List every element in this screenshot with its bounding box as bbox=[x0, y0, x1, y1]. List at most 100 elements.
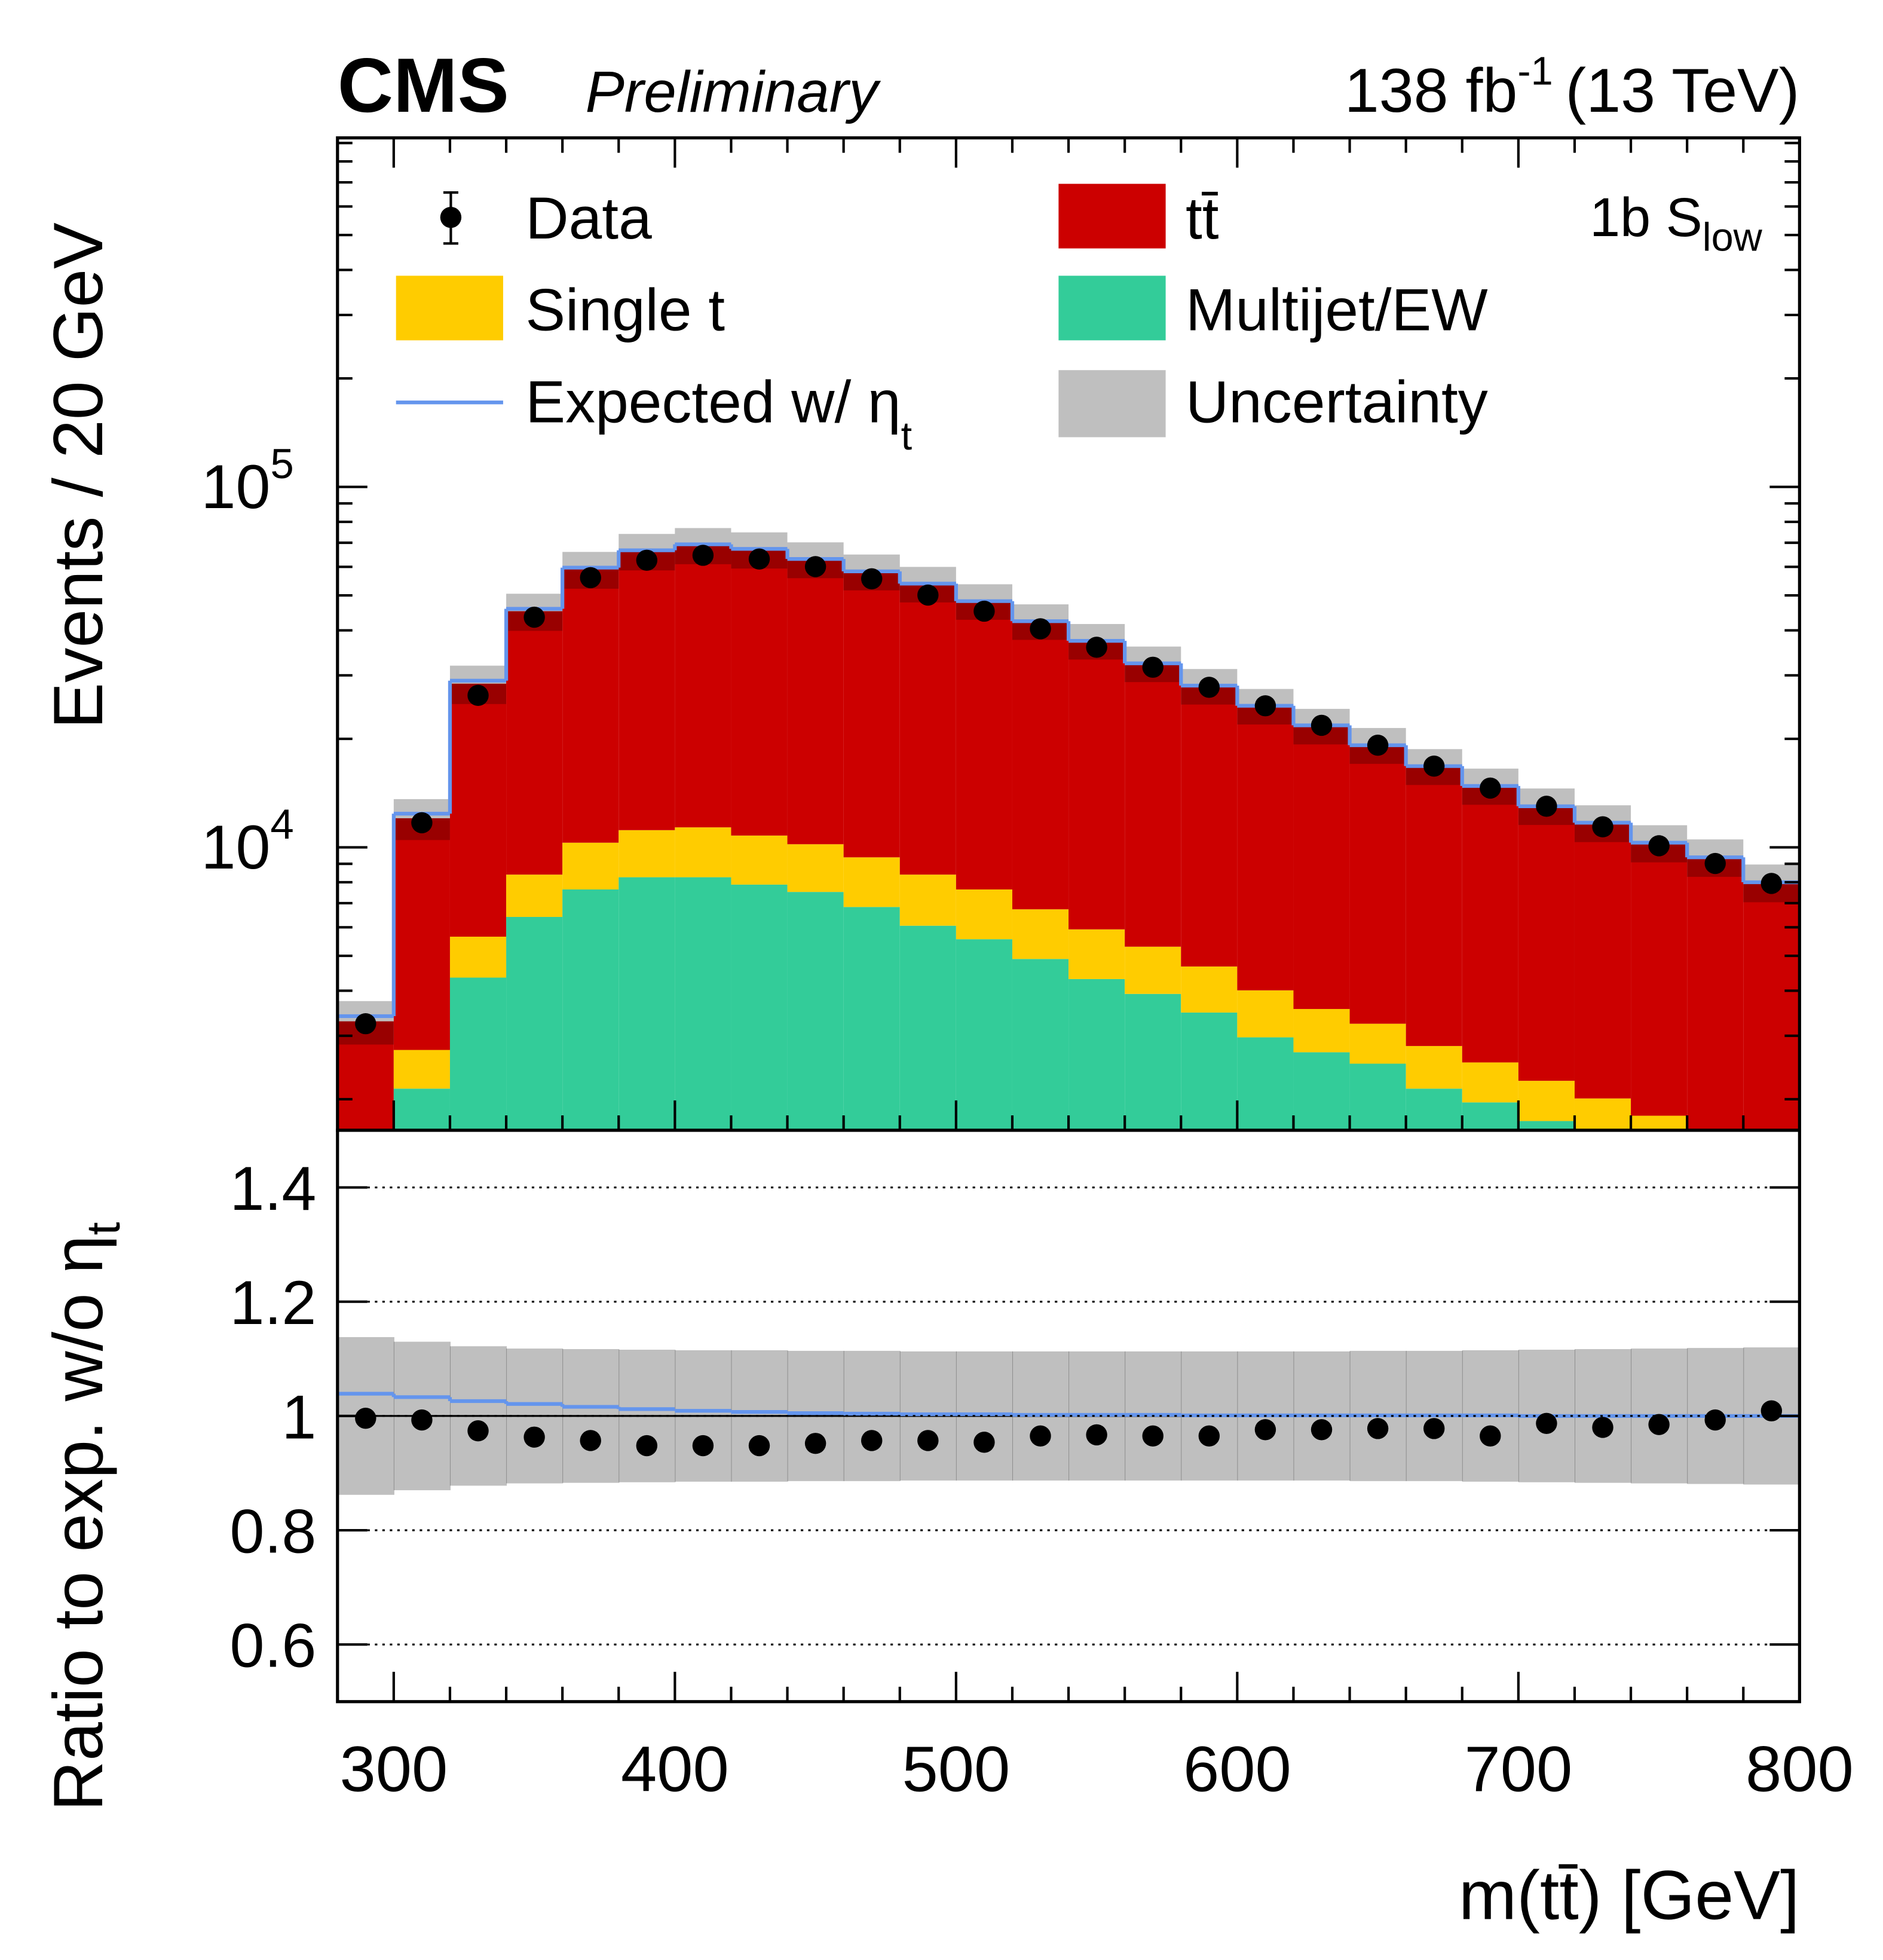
data-point bbox=[467, 684, 489, 706]
y-tick-exponent: 5 bbox=[270, 440, 293, 487]
legend-label: Expected w/ ηt bbox=[525, 369, 912, 459]
stack-bar bbox=[1406, 1088, 1462, 1130]
data-point bbox=[523, 606, 545, 628]
stack-bar bbox=[1068, 929, 1125, 979]
stack-bar bbox=[1237, 705, 1294, 990]
stack-bar bbox=[1181, 966, 1238, 1013]
ratio-data-point bbox=[411, 1409, 433, 1431]
ratio-data-point bbox=[1480, 1425, 1501, 1447]
stack-bar bbox=[562, 842, 619, 890]
stack-bar bbox=[843, 571, 900, 858]
stack-bar bbox=[787, 892, 844, 1130]
legend-swatch bbox=[1058, 370, 1166, 438]
legend-label: tt̄ bbox=[1186, 185, 1219, 252]
ratio-data-point bbox=[1704, 1409, 1726, 1431]
ratio-data-point bbox=[804, 1433, 826, 1454]
stack-bar bbox=[1012, 621, 1069, 910]
data-point bbox=[1760, 873, 1783, 894]
stack-bar bbox=[1125, 993, 1181, 1130]
y-tick-exponent: 4 bbox=[270, 800, 293, 848]
stack-bar bbox=[449, 683, 507, 937]
stack-bar bbox=[1743, 882, 1800, 1130]
stack-bar bbox=[1574, 1098, 1631, 1130]
region-label: 1b Slow bbox=[1590, 187, 1763, 260]
lumi-label: 138 fb-1 (13 TeV) bbox=[1345, 49, 1800, 126]
stack-bar bbox=[899, 874, 956, 926]
legend-label-text: Expected w/ η bbox=[525, 369, 901, 436]
stack-bar bbox=[449, 937, 507, 978]
ratio-data-point bbox=[1086, 1424, 1107, 1446]
stack-bar bbox=[506, 874, 563, 917]
ratio-data-point bbox=[917, 1430, 939, 1451]
data-point bbox=[1254, 695, 1276, 717]
ratio-data-point bbox=[1423, 1418, 1445, 1439]
y-tick-label: 0.8 bbox=[229, 1497, 316, 1567]
data-point bbox=[861, 568, 883, 589]
ratio-data-point bbox=[636, 1435, 658, 1457]
data-point bbox=[1592, 816, 1613, 837]
stack-bar bbox=[787, 559, 844, 845]
stack-bar bbox=[1068, 640, 1125, 929]
stack-bar bbox=[1181, 686, 1238, 967]
data-point bbox=[1367, 735, 1389, 756]
data-point bbox=[1536, 796, 1557, 817]
data-point bbox=[917, 584, 939, 606]
stack-bar bbox=[1462, 1062, 1518, 1103]
stack-bar bbox=[1293, 1052, 1350, 1130]
data-point bbox=[804, 556, 826, 577]
x-axis-label: m(tt̄) [GeV] bbox=[1459, 1857, 1799, 1934]
x-tick-label: 500 bbox=[902, 1733, 1010, 1805]
experiment-label: CMS bbox=[338, 42, 509, 129]
stack-bar bbox=[449, 977, 507, 1130]
stack-bar bbox=[562, 889, 619, 1130]
stack-bar bbox=[1574, 822, 1631, 1099]
y-tick-label: 1 bbox=[281, 1383, 316, 1452]
stack-bar bbox=[1012, 959, 1069, 1130]
stack-bar bbox=[562, 569, 619, 843]
x-tick-label: 700 bbox=[1464, 1733, 1572, 1805]
stack-bar bbox=[899, 583, 956, 875]
stack-bar bbox=[1518, 1121, 1575, 1130]
data-point bbox=[1198, 677, 1220, 698]
x-tick-label: 600 bbox=[1183, 1733, 1291, 1805]
stack-bar bbox=[619, 877, 675, 1130]
stack-bar bbox=[506, 611, 563, 875]
y-tick-label: 1.2 bbox=[229, 1268, 316, 1338]
lumi-text: 138 fb bbox=[1345, 56, 1518, 126]
y-tick-label: 1.4 bbox=[229, 1154, 316, 1224]
y-tick-label: 0.6 bbox=[229, 1612, 316, 1681]
legend-label: Uncertainty bbox=[1186, 369, 1488, 436]
top-plot-area bbox=[337, 528, 1800, 1130]
data-point bbox=[748, 548, 770, 570]
stack-bar bbox=[1687, 857, 1744, 1130]
ratio-data-point bbox=[861, 1430, 883, 1451]
data-point bbox=[1142, 656, 1164, 678]
y-tick-label: 105 bbox=[201, 440, 294, 522]
stack-bar bbox=[1012, 909, 1069, 959]
y-tick-label: 104 bbox=[201, 800, 294, 882]
stack-bar bbox=[1237, 990, 1294, 1038]
stack-bar bbox=[337, 1021, 394, 1130]
stack-bar bbox=[393, 1050, 450, 1089]
stack-bar bbox=[1349, 1063, 1406, 1130]
ratio-data-point bbox=[1760, 1400, 1783, 1421]
data-point bbox=[973, 600, 995, 622]
legend-swatch bbox=[1058, 276, 1166, 341]
ratio-data-point bbox=[1198, 1425, 1220, 1447]
status-label: Preliminary bbox=[585, 59, 881, 124]
ratio-data-point bbox=[1367, 1418, 1389, 1439]
legend-label: Single t bbox=[525, 277, 725, 344]
stack-bar bbox=[899, 925, 956, 1130]
data-point bbox=[580, 567, 601, 589]
ratio-data-point bbox=[973, 1432, 995, 1453]
legend-label-subscript: t bbox=[901, 414, 913, 458]
data-point bbox=[1311, 714, 1333, 736]
ratio-data-point bbox=[355, 1408, 376, 1429]
stack-bar bbox=[956, 601, 1012, 890]
region-subscript: low bbox=[1703, 216, 1763, 260]
data-point bbox=[692, 545, 714, 566]
x-tick-label: 300 bbox=[339, 1733, 448, 1805]
y-axis-label: Events / 20 GeV bbox=[39, 222, 117, 729]
